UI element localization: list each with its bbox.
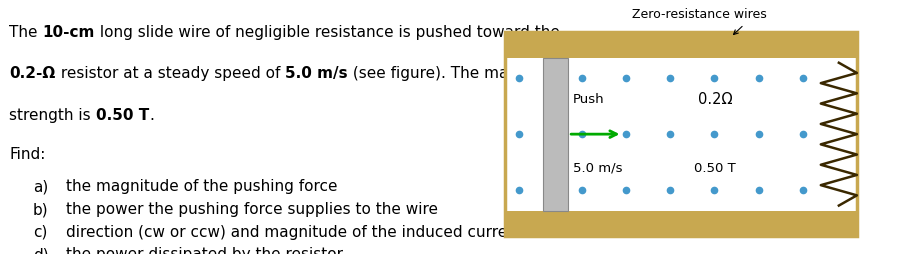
Bar — [505, 211, 857, 236]
Text: 5.0 m/s: 5.0 m/s — [573, 161, 622, 174]
Text: long slide wire of negligible resistance is pushed toward the: long slide wire of negligible resistance… — [95, 24, 560, 39]
Text: c): c) — [32, 224, 47, 239]
Text: 0.50 T: 0.50 T — [694, 161, 736, 174]
Text: 5.0 m/s: 5.0 m/s — [285, 66, 347, 81]
Text: 0.2-Ω: 0.2-Ω — [9, 66, 56, 81]
Text: b): b) — [32, 201, 49, 216]
Text: 0.50 T: 0.50 T — [96, 107, 149, 122]
Text: the magnitude of the pushing force: the magnitude of the pushing force — [66, 179, 337, 194]
Text: the power dissipated by the resistor: the power dissipated by the resistor — [66, 246, 343, 254]
Text: The: The — [9, 24, 42, 39]
Text: .: . — [149, 107, 154, 122]
Text: 10-cm: 10-cm — [42, 24, 95, 39]
Text: (see figure). The magnetic field: (see figure). The magnetic field — [347, 66, 594, 81]
Text: d): d) — [32, 246, 49, 254]
Text: resistor at a steady speed of: resistor at a steady speed of — [56, 66, 285, 81]
Text: a): a) — [32, 179, 48, 194]
Text: strength is: strength is — [9, 107, 96, 122]
Text: direction (cw or ccw) and magnitude of the induced current: direction (cw or ccw) and magnitude of t… — [66, 224, 522, 239]
Text: Push: Push — [573, 93, 604, 105]
Text: Zero-resistance wires: Zero-resistance wires — [631, 8, 767, 21]
Text: Find:: Find: — [9, 147, 46, 162]
Bar — [543, 58, 568, 211]
Text: 0.2Ω: 0.2Ω — [697, 92, 732, 106]
Bar — [505, 33, 857, 236]
Text: the power the pushing force supplies to the wire: the power the pushing force supplies to … — [66, 201, 437, 216]
Bar — [505, 33, 857, 58]
